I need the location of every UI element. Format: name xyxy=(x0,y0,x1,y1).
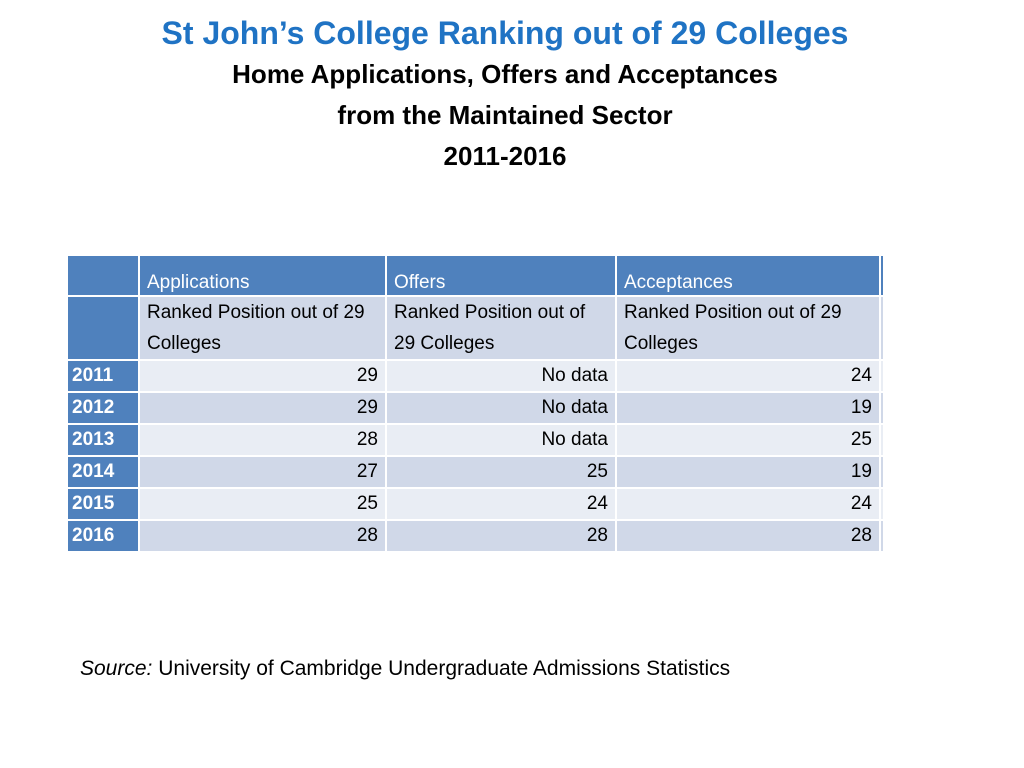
subtitle-line-3: 2011-2016 xyxy=(443,141,567,171)
offers-cell: No data xyxy=(387,361,615,391)
source-label: Source: xyxy=(80,657,153,680)
acceptances-cell: 24 xyxy=(617,489,879,519)
offers-cell: No data xyxy=(387,425,615,455)
header-pad-cell xyxy=(881,256,883,295)
applications-cell: 28 xyxy=(140,521,385,551)
table-row: 2013 28 No data 25 xyxy=(68,425,883,455)
page-title: St John’s College Ranking out of 29 Coll… xyxy=(161,15,849,51)
year-cell: 2016 xyxy=(68,521,138,551)
row-pad-cell xyxy=(881,489,883,519)
subtitle-line-2: from the Maintained Sector xyxy=(337,100,673,130)
row-pad-cell xyxy=(881,393,883,423)
column-header-acceptances: Acceptances xyxy=(617,256,879,295)
header-row: Applications Offers Acceptances xyxy=(68,256,883,295)
applications-cell: 28 xyxy=(140,425,385,455)
acceptances-cell: 25 xyxy=(617,425,879,455)
subheader-offers: Ranked Position out of 29 Colleges xyxy=(387,297,615,359)
subheader-applications: Ranked Position out of 29 Colleges xyxy=(140,297,385,359)
offers-cell: 25 xyxy=(387,457,615,487)
table-row: 2011 29 No data 24 xyxy=(68,361,883,391)
title-block: St John’s College Ranking out of 29 Coll… xyxy=(0,12,1010,177)
table-row: 2012 29 No data 19 xyxy=(68,393,883,423)
row-pad-cell xyxy=(881,521,883,551)
offers-cell: 24 xyxy=(387,489,615,519)
offers-cell: No data xyxy=(387,393,615,423)
year-cell: 2012 xyxy=(68,393,138,423)
table-row: 2014 27 25 19 xyxy=(68,457,883,487)
year-cell: 2014 xyxy=(68,457,138,487)
applications-cell: 29 xyxy=(140,393,385,423)
subtitle-line-1: Home Applications, Offers and Acceptance… xyxy=(232,59,778,89)
row-pad-cell xyxy=(881,425,883,455)
header-corner-cell xyxy=(68,256,138,295)
source-note: Source: University of Cambridge Undergra… xyxy=(80,657,730,681)
subheader-row: Ranked Position out of 29 Colleges Ranke… xyxy=(68,297,883,359)
applications-cell: 29 xyxy=(140,361,385,391)
row-pad-cell xyxy=(881,361,883,391)
acceptances-cell: 19 xyxy=(617,393,879,423)
column-header-offers: Offers xyxy=(387,256,615,295)
year-cell: 2015 xyxy=(68,489,138,519)
year-cell: 2011 xyxy=(68,361,138,391)
year-cell: 2013 xyxy=(68,425,138,455)
table-row: 2016 28 28 28 xyxy=(68,521,883,551)
offers-cell: 28 xyxy=(387,521,615,551)
acceptances-cell: 28 xyxy=(617,521,879,551)
acceptances-cell: 19 xyxy=(617,457,879,487)
column-header-applications: Applications xyxy=(140,256,385,295)
acceptances-cell: 24 xyxy=(617,361,879,391)
applications-cell: 25 xyxy=(140,489,385,519)
applications-cell: 27 xyxy=(140,457,385,487)
row-pad-cell xyxy=(881,457,883,487)
ranking-table: Applications Offers Acceptances Ranked P… xyxy=(66,254,885,553)
table-row: 2015 25 24 24 xyxy=(68,489,883,519)
source-text: University of Cambridge Undergraduate Ad… xyxy=(158,657,731,680)
subheader-pad-cell xyxy=(881,297,883,359)
subheader-acceptances: Ranked Position out of 29 Colleges xyxy=(617,297,879,359)
subheader-corner-cell xyxy=(68,297,138,359)
